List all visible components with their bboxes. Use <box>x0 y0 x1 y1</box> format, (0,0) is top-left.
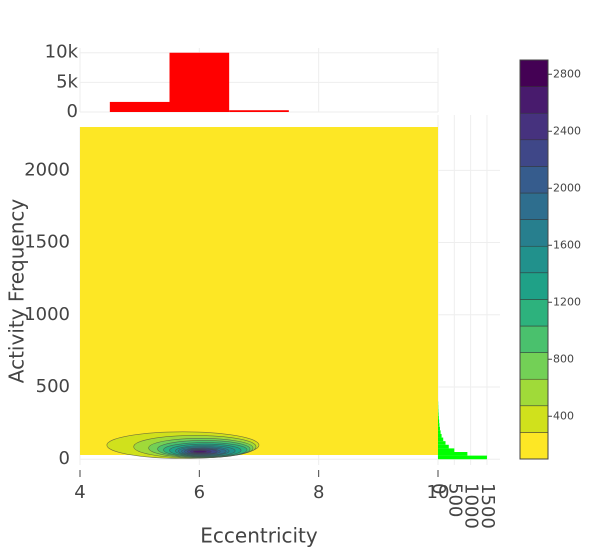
histogram-bar <box>169 52 230 112</box>
colorbar-band <box>519 432 549 460</box>
colorbar-band <box>519 405 549 433</box>
y-axis-title: Activity Frequency <box>5 199 29 384</box>
contour <box>193 450 207 454</box>
top-histogram <box>109 52 289 112</box>
histogram-bar <box>109 101 170 112</box>
colorbar-band <box>519 192 549 220</box>
colorbar-band <box>519 378 549 407</box>
colorbar-band <box>519 112 549 141</box>
colorbar-tick-label: 2400 <box>553 124 581 137</box>
top-y-tick-label: 0 <box>67 101 78 122</box>
histogram-bar <box>438 419 440 424</box>
histogram-bar <box>438 448 455 452</box>
colorbar-band <box>519 139 549 167</box>
histogram-bar <box>438 430 441 434</box>
right-x-tick-label: 1000 <box>461 483 482 529</box>
contour-background <box>80 127 438 455</box>
right-histogram <box>438 401 487 460</box>
colorbar-band <box>519 245 549 274</box>
y-tick-label: 2000 <box>24 159 70 180</box>
x-tick-label: 6 <box>194 482 205 503</box>
top-y-tick-label: 10k <box>45 42 79 63</box>
right-x-tick-label: 500 <box>444 483 465 517</box>
histogram-bar <box>438 426 440 431</box>
y-tick-label: 1500 <box>24 232 70 253</box>
histogram-bar <box>438 437 444 442</box>
right-x-tick-label: 0 <box>428 483 449 494</box>
colorbar-band <box>519 166 549 194</box>
colorbar-tick-label: 800 <box>553 352 574 365</box>
colorbar: 400 800 1200 1600 2000 2400 2800 <box>519 59 581 460</box>
x-tick-label: 4 <box>74 482 85 503</box>
histogram-bar <box>438 412 439 416</box>
colorbar-tick-label: 2000 <box>553 181 581 194</box>
colorbar-band <box>519 86 549 114</box>
colorbar-band <box>519 219 549 247</box>
histogram-bar <box>438 441 446 445</box>
top-y-tick-label: 5k <box>56 71 78 92</box>
colorbar-band <box>519 299 549 327</box>
histogram-bar <box>229 110 289 112</box>
plot-area <box>80 127 438 459</box>
x-tick-label: 8 <box>313 482 324 503</box>
colorbar-tick-label: 1600 <box>553 238 581 251</box>
colorbar-band <box>519 272 549 300</box>
y-tick-label: 0 <box>59 448 70 469</box>
x-axis-title: Eccentricity <box>200 524 318 548</box>
colorbar-tick-label: 2800 <box>553 67 581 80</box>
colorbar-tick-label: 1200 <box>553 295 581 308</box>
histogram-bar <box>438 415 439 420</box>
histogram-bar <box>438 433 442 438</box>
colorbar-band <box>519 352 549 380</box>
y-tick-label: 1000 <box>24 304 70 325</box>
histogram-bar <box>438 455 487 460</box>
colorbar-band <box>519 59 549 87</box>
y-tick-label: 500 <box>36 376 70 397</box>
colorbar-outline <box>519 59 549 460</box>
x-tick-label: 10 <box>427 482 450 503</box>
colorbar-band <box>519 325 549 353</box>
histogram-bar <box>438 423 440 427</box>
histogram-bar <box>438 452 468 456</box>
right-x-tick-label: 1500 <box>477 483 498 529</box>
histogram-bar <box>438 444 449 449</box>
colorbar-tick-label: 400 <box>553 409 574 422</box>
